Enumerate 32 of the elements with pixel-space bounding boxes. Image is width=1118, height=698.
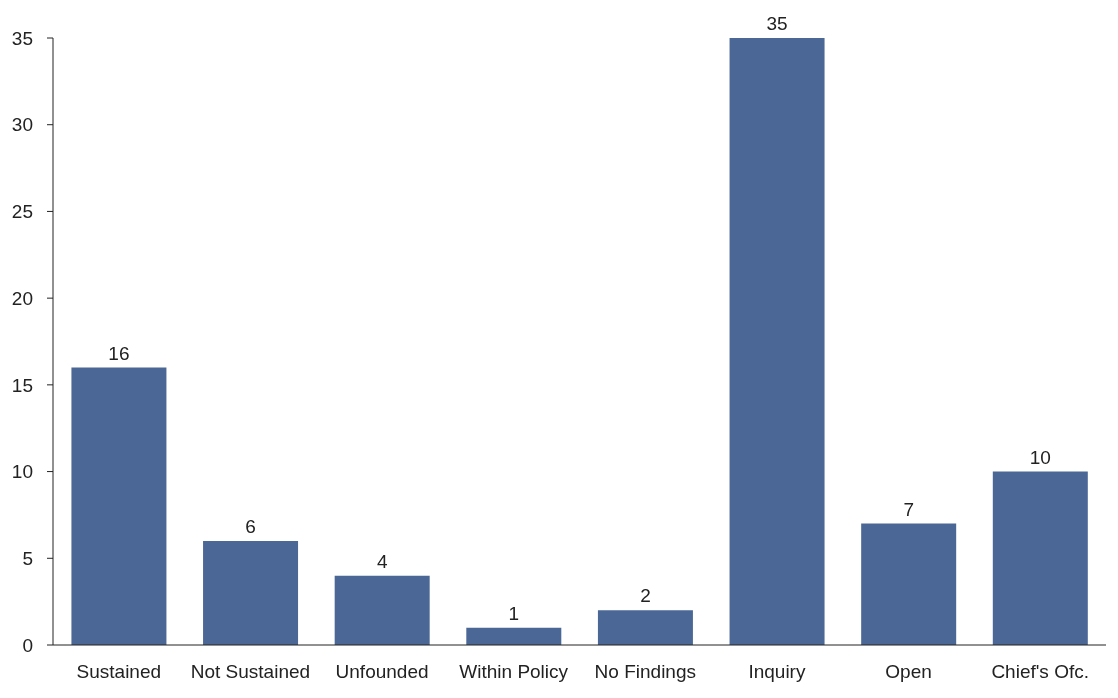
data-label: 2: [640, 585, 651, 607]
data-label: 35: [766, 13, 788, 34]
x-tick-label: Inquiry: [748, 661, 806, 683]
bar: [992, 471, 1088, 645]
bar: [729, 38, 825, 645]
data-label: 6: [245, 515, 256, 537]
y-tick-label: 15: [11, 374, 33, 396]
x-tick-label: Chief's Ofc.: [991, 661, 1089, 683]
y-tick-label: 0: [22, 634, 33, 656]
data-label: 4: [376, 550, 388, 572]
y-tick-label: 5: [22, 548, 33, 570]
x-tick-label: Sustained: [76, 661, 162, 683]
x-tick-label: Open: [885, 661, 932, 683]
y-tick-label: 30: [11, 114, 33, 136]
y-tick-label: 35: [11, 27, 33, 49]
bar: [334, 575, 430, 645]
bar: [203, 540, 299, 645]
data-label: 16: [108, 342, 130, 364]
x-tick-label: Within Policy: [459, 661, 569, 683]
y-tick-label: 10: [11, 461, 33, 483]
x-tick-label: No Findings: [594, 661, 697, 683]
bar: [597, 610, 693, 645]
data-label: 1: [508, 602, 520, 624]
y-tick-label: 25: [11, 201, 33, 223]
y-tick-label: 20: [11, 287, 33, 309]
data-label: 7: [903, 498, 914, 520]
x-tick-label: Not Sustained: [190, 661, 311, 683]
bar: [466, 627, 562, 645]
data-label: 10: [1029, 446, 1051, 468]
x-tick-label: Unfounded: [335, 661, 429, 683]
bar: [861, 523, 957, 645]
bar: [71, 367, 167, 645]
